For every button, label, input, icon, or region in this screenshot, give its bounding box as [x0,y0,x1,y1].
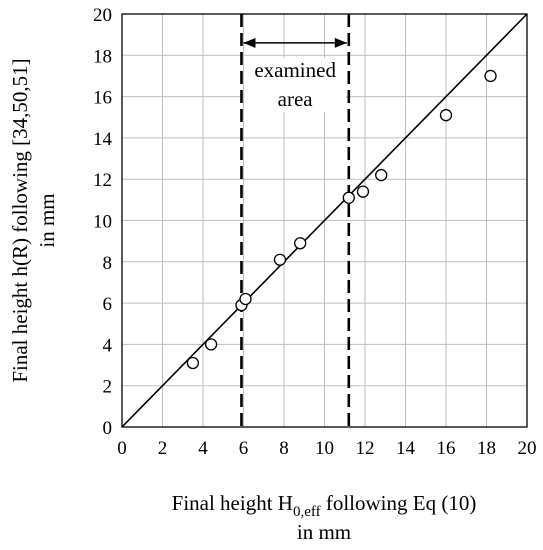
x-tick-label: 6 [239,438,249,459]
arrow-head-left [243,37,256,48]
annotation-line-1: examined [254,58,336,82]
annotation-line-2: area [278,87,314,111]
y-tick-label: 12 [93,170,112,191]
annotation-background [244,58,346,112]
y-tick-label: 6 [103,294,113,315]
x-tick-label: 0 [117,438,127,459]
y-axis-title: Final height h(R) following [34,50,51] [8,58,32,382]
y-tick-label: 2 [103,377,113,398]
data-point [294,237,307,250]
data-point [239,292,252,306]
data-point [273,253,287,266]
x-axis-title-main: Final height H [172,491,293,515]
data-point [342,191,355,204]
x-tick-label: 20 [518,438,537,459]
x-tick-label: 2 [158,438,168,459]
y-tick-label: 0 [103,418,113,439]
y-tick-labels: 0 2 4 6 8 10 12 14 16 18 20 [93,5,113,439]
x-tick-labels: 0 2 4 6 8 10 12 14 16 18 20 [117,438,536,459]
x-tick-label: 16 [437,438,456,459]
y-tick-label: 14 [93,129,113,150]
data-point [204,338,218,351]
data-point [375,168,388,182]
y-tick-label: 4 [103,335,113,356]
x-tick-label: 8 [279,438,289,459]
data-point [186,356,200,370]
x-tick-label: 12 [356,438,375,459]
examined-area-arrow [243,37,347,48]
x-tick-label: 14 [396,438,416,459]
y-axis-title-line-2: in mm [35,193,59,247]
x-axis-title: Final height H0,eff following Eq (10) [172,491,477,520]
x-axis-title-line-2: in mm [297,520,351,544]
y-tick-label: 20 [93,5,112,26]
data-points [186,69,497,370]
plot-area-border [121,13,528,428]
arrow-head-right [334,37,347,48]
data-point [484,69,497,83]
data-point [356,185,370,198]
x-axis-title-subscript: 0,eff [293,504,321,520]
y-tick-label: 8 [103,253,113,274]
y-tick-label: 18 [93,46,112,67]
data-point [439,109,453,122]
x-axis-title-rest: following Eq (10) [321,491,477,515]
y-tick-label: 16 [93,88,112,109]
x-tick-label: 18 [477,438,496,459]
x-tick-label: 10 [315,438,334,459]
x-tick-label: 4 [198,438,208,459]
y-tick-label: 10 [93,212,112,233]
examined-area-bounds [240,14,351,427]
